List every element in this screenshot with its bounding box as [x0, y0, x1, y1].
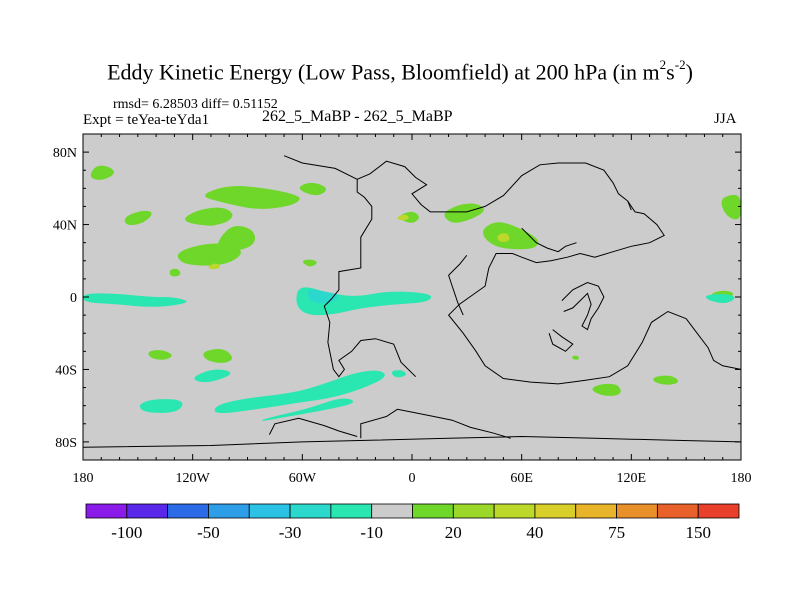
y-tick-label: 80N: [53, 146, 77, 161]
contour-region-positive: [185, 207, 233, 226]
colorbar-swatch: [412, 503, 454, 519]
x-tick-label: 0: [409, 471, 416, 486]
contour-region-positive: [721, 194, 741, 220]
coastline: [83, 435, 741, 448]
contour-region-positive: [303, 259, 317, 267]
colorbar-label: 40: [526, 523, 543, 542]
season-label: JJA: [714, 111, 737, 127]
contour-region-positive: [299, 182, 327, 196]
colorbar-swatch: [452, 503, 495, 519]
contour-fill-layer: [83, 165, 741, 421]
coastline: [561, 281, 605, 331]
colorbar-swatch: [371, 503, 413, 519]
colorbar-swatch: [330, 503, 373, 519]
axis-ticks: 180 120W 60W 0 60E 120E 180 80N 40N 0 40S 80S: [53, 134, 752, 486]
contour-region-mid-positive: [497, 233, 510, 242]
contour-region-negative: [261, 398, 354, 421]
contour-region-mid-positive: [208, 263, 221, 270]
x-tick-label: 60E: [510, 471, 533, 486]
contour-region-positive: [148, 350, 172, 360]
contour-region-positive: [444, 203, 484, 223]
y-tick-label: 40S: [55, 363, 77, 378]
chart-title: Eddy Kinetic Energy (Low Pass, Bloomfiel…: [107, 57, 693, 85]
colorbar: -100 -50 -30 -10 20 40 75 150: [85, 503, 740, 542]
contour-region-negative: [194, 369, 231, 383]
contour-region-positive: [205, 186, 300, 209]
y-tick-label: 80S: [55, 436, 77, 451]
contour-region-negative: [391, 370, 406, 378]
contour-region-positive: [124, 210, 152, 226]
colorbar-swatch: [534, 503, 577, 519]
colorbar-swatch: [167, 503, 209, 519]
colorbar-swatch: [208, 503, 250, 519]
colorbar-swatch: [126, 503, 169, 519]
colorbar-swatch: [493, 503, 536, 519]
contour-region-mid-positive: [397, 214, 409, 221]
contour-region-positive: [199, 218, 218, 226]
case-pair-label: 262_5_MaBP - 262_5_MaBP: [262, 108, 453, 125]
contour-region-negative: [214, 370, 385, 414]
colorbar-swatch: [656, 503, 699, 519]
contour-region-positive: [653, 375, 679, 385]
coastline: [323, 179, 417, 378]
contour-region-positive: [169, 268, 181, 277]
contour-region-positive: [90, 165, 114, 180]
colorbar-label: 150: [685, 523, 711, 542]
colorbar-swatch: [248, 503, 291, 519]
contour-region-positive: [483, 222, 539, 250]
contour-region-negative: [705, 294, 735, 303]
colorbar-swatch: [697, 503, 740, 519]
colorbar-label: -50: [197, 523, 220, 542]
y-tick-label: 40N: [53, 219, 77, 234]
colorbar-swatch: [616, 503, 658, 519]
x-tick-label: 60W: [289, 471, 317, 486]
contour-region-positive: [572, 355, 580, 360]
coastline: [268, 417, 358, 437]
colorbar-swatch: [289, 503, 332, 519]
colorbar-label: -30: [279, 523, 302, 542]
coastline-layer: [83, 155, 741, 448]
colorbar-swatch: [575, 503, 617, 519]
contour-region-positive: [592, 383, 621, 396]
contour-region-negative: [139, 399, 183, 413]
stats-text: rmsd= 6.28503 diff= 0.51152: [113, 97, 278, 112]
coastline: [685, 318, 741, 370]
x-tick-label: 120E: [617, 471, 647, 486]
coastline: [448, 254, 468, 316]
contour-region-positive: [177, 243, 241, 266]
coastline: [360, 408, 511, 439]
coastline: [357, 160, 632, 213]
coastline: [521, 227, 577, 253]
experiment-label: Expt = teYea-teYda1: [83, 112, 210, 128]
y-tick-label: 0: [70, 291, 77, 306]
contour-region-negative: [83, 293, 187, 307]
colorbar-swatch: [85, 503, 128, 519]
contour-region-positive: [203, 349, 232, 363]
colorbar-label: 75: [608, 523, 625, 542]
x-tick-label: 120W: [176, 471, 211, 486]
colorbar-label: -10: [360, 523, 383, 542]
colorbar-label: -100: [111, 523, 142, 542]
x-tick-label: 180: [731, 471, 752, 486]
coastline: [283, 155, 358, 180]
x-tick-label: 180: [73, 471, 94, 486]
coastline: [548, 329, 574, 352]
colorbar-label: 20: [445, 523, 462, 542]
coastline: [447, 200, 687, 385]
